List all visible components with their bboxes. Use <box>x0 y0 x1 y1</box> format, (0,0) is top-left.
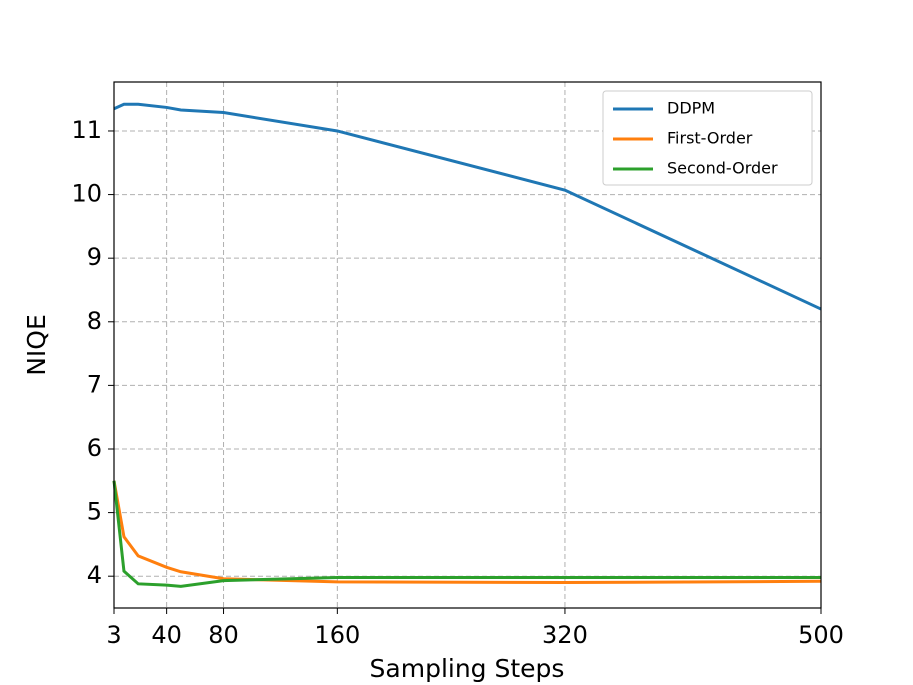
line <box>112 480 821 588</box>
y-axis-label: NIQE <box>22 314 51 376</box>
legend-label: DDPM <box>667 99 715 118</box>
y-tick-label: 8 <box>87 307 102 335</box>
plot-frame <box>113 81 822 609</box>
y-tick-label: 4 <box>87 561 102 589</box>
legend-label: First-Order <box>667 129 753 148</box>
x-tick-label: 500 <box>798 621 844 649</box>
x-axis-label: Sampling Steps <box>370 654 565 683</box>
legend-box <box>602 90 813 186</box>
y-tick-label: 10 <box>71 180 102 208</box>
line <box>113 102 822 311</box>
legend-label: Second-Order <box>667 159 778 178</box>
line <box>112 480 822 585</box>
x-tick-label: 40 <box>151 621 182 649</box>
y-tick-label: 11 <box>71 116 102 144</box>
y-tick-label: 5 <box>87 498 102 526</box>
x-tick-label: 3 <box>106 621 121 649</box>
y-tick-label: 9 <box>87 243 102 271</box>
x-tick-label: 160 <box>314 621 360 649</box>
x-tick-label: 80 <box>208 621 239 649</box>
y-tick-label: 7 <box>87 370 102 398</box>
y-tick-label: 6 <box>87 434 102 462</box>
x-tick-label: 320 <box>542 621 588 649</box>
